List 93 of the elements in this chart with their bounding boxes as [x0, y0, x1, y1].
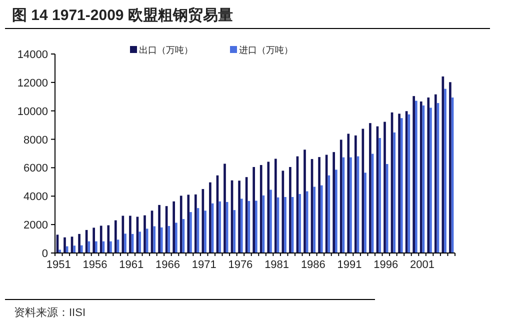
bar	[415, 100, 418, 253]
bar	[160, 227, 163, 253]
bar	[238, 180, 240, 253]
bar	[64, 237, 66, 253]
x-tick-label: 1971	[192, 259, 216, 271]
bar	[58, 250, 61, 253]
bar	[274, 158, 277, 253]
bar	[153, 226, 156, 253]
bar	[270, 190, 272, 253]
x-tick-label: 1996	[374, 259, 398, 271]
legend-label: 进口（万吨）	[239, 45, 293, 55]
bar	[190, 212, 192, 253]
bar	[350, 157, 352, 253]
bar	[427, 97, 430, 253]
bar	[88, 241, 90, 253]
bar	[354, 135, 357, 253]
y-tick-label: 14000	[17, 49, 48, 61]
bar	[224, 164, 226, 253]
bar	[332, 152, 335, 253]
x-tick-label: 1986	[300, 259, 326, 271]
bar	[114, 220, 117, 253]
x-tick-label: 1981	[264, 259, 290, 271]
bar	[434, 94, 437, 253]
bar	[267, 162, 270, 253]
bar	[369, 123, 372, 253]
bar	[347, 134, 350, 253]
bar	[398, 114, 400, 253]
bar	[218, 201, 221, 253]
y-tick-label: 10000	[17, 106, 48, 118]
bar	[175, 222, 178, 253]
bar	[138, 232, 141, 253]
y-tick-label: 4000	[24, 191, 48, 204]
bar	[78, 234, 80, 253]
bar	[255, 200, 258, 253]
bar	[444, 88, 446, 253]
bar	[313, 186, 316, 253]
x-tick-label: 2001	[410, 259, 435, 271]
bar	[408, 114, 410, 253]
bar	[80, 245, 83, 253]
x-tick-label: 1966	[155, 259, 180, 271]
bar	[129, 216, 132, 253]
bar	[328, 175, 330, 253]
text: 资料来源：IISI	[14, 306, 86, 319]
bar	[100, 226, 102, 253]
chart-title: 图 14 1971-2009 欧盟粗钢贸易量	[12, 7, 233, 24]
bar	[95, 241, 98, 253]
bar	[168, 226, 170, 253]
y-tick-label: 2000	[24, 220, 48, 232]
bar	[364, 172, 366, 253]
bar	[298, 194, 301, 253]
bar	[393, 132, 396, 253]
bar	[172, 201, 175, 253]
bar	[400, 118, 403, 253]
x-tick-label: 1956	[82, 259, 108, 271]
bar	[260, 165, 262, 253]
y-tick-label: 8000	[24, 134, 48, 146]
x-tick-label: 1961	[119, 259, 144, 271]
bar	[187, 194, 190, 253]
bar	[180, 196, 182, 253]
y-tick-label: 6000	[24, 162, 48, 175]
bar	[284, 196, 286, 253]
bar	[430, 108, 432, 253]
bar	[194, 194, 197, 253]
bar	[420, 101, 422, 253]
legend-label: 出口（万吨）	[139, 45, 193, 55]
bar	[110, 241, 112, 253]
bar	[158, 204, 160, 253]
x-tick-label: 1991	[337, 259, 362, 271]
bar	[384, 122, 386, 253]
x-tick-label: 1951	[46, 259, 71, 271]
bar	[209, 182, 212, 253]
bar	[378, 138, 381, 253]
bar	[340, 140, 342, 253]
bar	[412, 96, 415, 253]
bar	[320, 185, 323, 253]
bar	[124, 234, 126, 253]
x-tick-label: 1976	[228, 259, 253, 271]
bar	[304, 150, 306, 253]
bar	[240, 198, 243, 253]
bar	[449, 82, 452, 253]
bar	[233, 210, 236, 253]
bar	[289, 167, 292, 253]
y-tick-label: 12000	[17, 77, 48, 90]
bar	[248, 200, 250, 253]
bar	[318, 157, 320, 253]
bar	[204, 210, 206, 253]
bar	[73, 246, 76, 253]
y-tick-label: 0	[42, 248, 48, 260]
bar	[252, 167, 255, 253]
bar	[92, 228, 95, 253]
bar	[335, 170, 338, 253]
bar	[144, 215, 146, 253]
bar	[107, 225, 110, 253]
